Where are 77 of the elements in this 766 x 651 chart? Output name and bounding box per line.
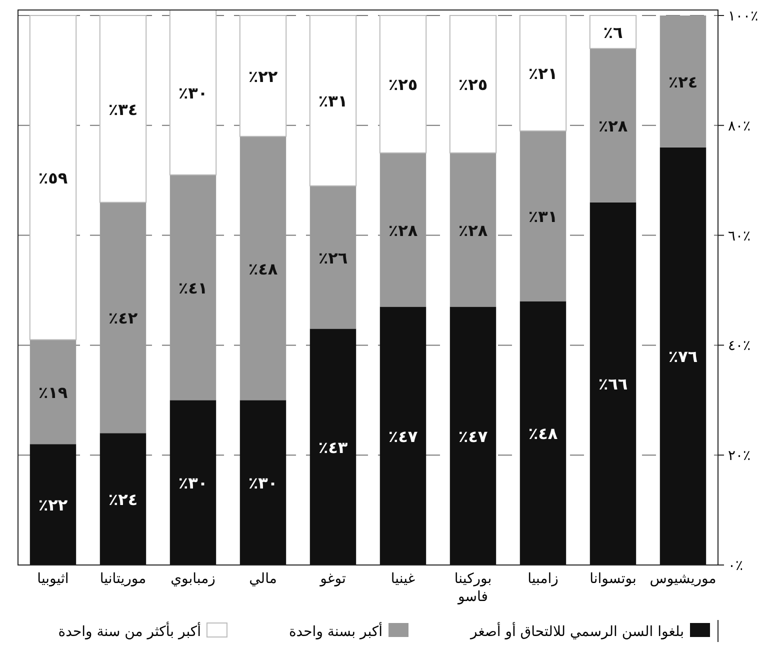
bar — [520, 130, 566, 302]
data-label: ٦٦٪ — [598, 374, 628, 394]
data-label: ٢٤٪ — [668, 72, 698, 92]
data-label: ٢٥٪ — [388, 75, 418, 94]
bar — [589, 14, 637, 49]
data-label: ٦٪ — [603, 22, 623, 42]
data-label: ٣٠٪ — [248, 474, 278, 493]
data-label: ٣١٪ — [318, 92, 348, 111]
data-label: ٢٢٪ — [38, 496, 68, 515]
y-tick-label: ٠٪ — [728, 558, 744, 574]
bar — [590, 48, 636, 202]
data-label: ٣١٪ — [528, 207, 558, 226]
bar — [309, 14, 357, 186]
data-label: ٢٨٪ — [598, 116, 628, 136]
bar — [660, 147, 706, 565]
x-tick-label: توغو — [319, 571, 346, 587]
data-label: ٧٦٪ — [668, 347, 698, 366]
legend-label: أكبر بسنة واحدة — [288, 622, 383, 640]
data-label: ٤٧٪ — [388, 426, 418, 446]
bar — [520, 301, 566, 565]
data-label: ٣٤٪ — [108, 100, 138, 119]
data-label: ٤٣٪ — [318, 438, 348, 457]
y-tick-label: ١٠٠٪ — [728, 8, 758, 24]
bar — [519, 14, 567, 132]
x-tick-label: مالي — [249, 571, 277, 587]
bar — [239, 14, 287, 137]
bar — [450, 152, 496, 307]
data-label: ٢٥٪ — [458, 75, 488, 94]
x-tick-label: بوتسوانا — [590, 571, 636, 587]
data-label: ٣٠٪ — [178, 474, 208, 493]
bar — [379, 14, 427, 154]
data-label: ٤٧٪ — [458, 426, 488, 446]
data-label: ٢٦٪ — [318, 248, 348, 268]
bar — [590, 202, 636, 565]
data-label: ٢٤٪ — [108, 490, 138, 510]
bar — [30, 340, 76, 444]
bar — [170, 400, 216, 565]
data-label: ٤٢٪ — [108, 308, 138, 328]
data-label: ٢٨٪ — [388, 220, 418, 240]
x-tick-label: زامبيا — [528, 571, 558, 587]
bar — [450, 306, 496, 565]
data-label: ١٩٪ — [38, 382, 68, 402]
data-label: ٤٨٪ — [528, 424, 558, 444]
x-tick-label: زمبابوي — [170, 571, 216, 587]
y-tick-label: ٨٠٪ — [728, 118, 751, 134]
data-label: ٣٠٪ — [178, 83, 208, 102]
y-tick-label: ٢٠٪ — [728, 448, 751, 464]
bar — [240, 136, 286, 400]
x-tick-label: موريتانيا — [100, 571, 146, 587]
bar — [100, 202, 146, 434]
data-label: ٢٢٪ — [248, 66, 278, 86]
x-tick-label: بوركينا فاسو — [454, 571, 492, 605]
legend-label: أكبر بأكثر من سنة واحدة — [58, 621, 202, 640]
bar — [380, 306, 426, 565]
data-label: ٢٨٪ — [458, 220, 488, 240]
bar — [29, 14, 77, 340]
data-label: ٥٩٪ — [38, 168, 68, 188]
x-tick-label: غينيا — [390, 571, 416, 587]
bar — [310, 328, 356, 565]
bar — [100, 433, 146, 565]
bar — [660, 15, 706, 148]
data-label: ٢١٪ — [528, 64, 558, 84]
data-label: ٤١٪ — [178, 278, 208, 298]
bar — [30, 444, 76, 565]
legend-label: بلغوا السن الرسمي للالتحاق أو أصغر — [469, 622, 684, 640]
bar — [169, 10, 217, 176]
bar — [170, 174, 216, 400]
x-tick-label: اثيوبيا — [37, 571, 69, 587]
bar — [310, 186, 356, 329]
x-tick-label: موريشيوس — [650, 571, 716, 587]
bar — [99, 14, 147, 203]
bar — [380, 152, 426, 307]
bar — [240, 400, 286, 565]
y-tick-label: ٤٠٪ — [728, 338, 751, 354]
y-tick-label: ٦٠٪ — [728, 228, 751, 244]
bar — [449, 14, 497, 154]
data-label: ٤٨٪ — [248, 259, 278, 278]
